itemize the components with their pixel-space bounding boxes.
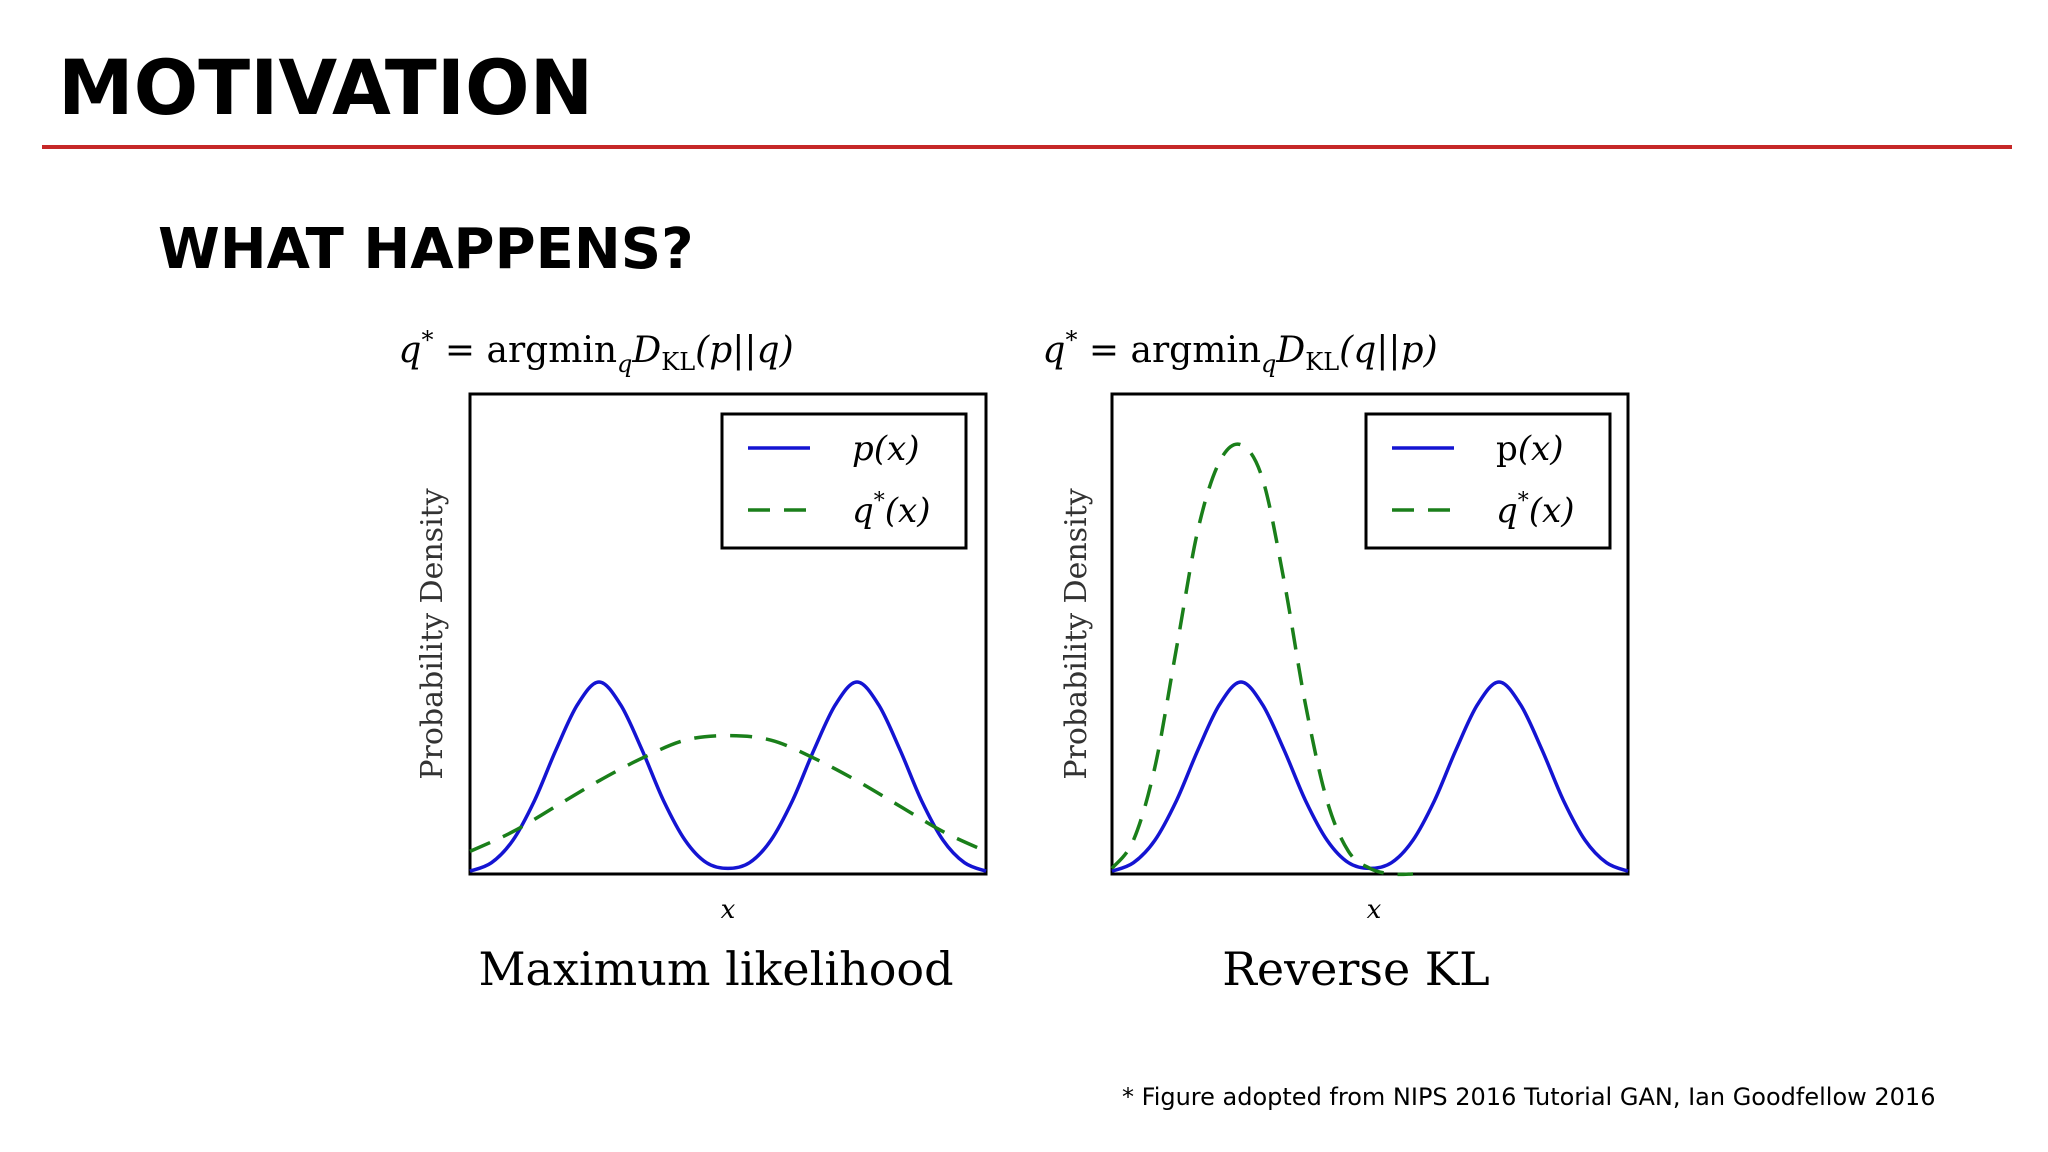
y-axis-label: Probability Density (415, 488, 450, 779)
series-line-p (469, 680, 987, 873)
series-layer (469, 680, 987, 873)
legend-label-p: p(x) (1496, 429, 1563, 469)
footnote: * Figure adopted from NIPS 2016 Tutorial… (1122, 1083, 1936, 1111)
legend-box (1364, 412, 1612, 550)
series-line-q-star (1110, 442, 1414, 877)
x-axis-label: x (1367, 895, 1382, 925)
chart-title: q* = argminqDKL(p||q) (398, 326, 793, 378)
legend-label-q: q*(x) (1496, 489, 1574, 531)
chart-title: q* = argminqDKL(q||p) (1042, 326, 1437, 378)
series-line-q-star (469, 733, 987, 853)
legend-label-q: q*(x) (852, 489, 930, 531)
section-heading: WHAT HAPPENS? (158, 217, 694, 282)
series-line-p (1111, 680, 1629, 873)
plot-frame (1110, 392, 1630, 876)
y-axis-label: Probability Density (1059, 488, 1094, 779)
x-axis-label: x (721, 895, 736, 925)
title-underline (42, 145, 2012, 149)
chart-caption: Reverse KL (1222, 942, 1489, 996)
series-layer (1110, 442, 1629, 877)
chart-max-likelihood: q* = argminqDKL(p||q) p(x) q*(x) Probabi… (398, 326, 988, 996)
legend-label-p: p(x) (852, 429, 919, 469)
legend-box (720, 412, 968, 550)
chart-caption: Maximum likelihood (478, 942, 953, 996)
chart-reverse-kl: q* = argminqDKL(q||p) p(x) q*(x) Probabi… (1042, 326, 1630, 996)
slide-title: MOTIVATION (58, 43, 594, 132)
plot-frame (468, 392, 988, 876)
